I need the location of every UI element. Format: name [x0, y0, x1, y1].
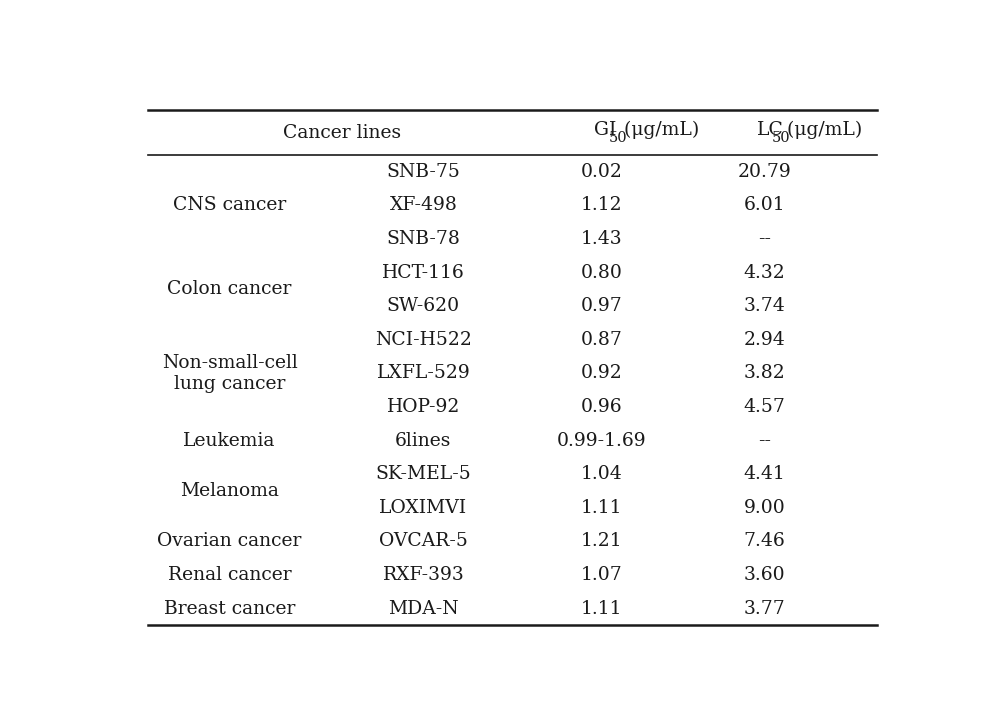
Text: 6lines: 6lines	[395, 431, 452, 450]
Text: (μg/mL): (μg/mL)	[618, 121, 699, 140]
Text: 0.97: 0.97	[581, 298, 622, 315]
Text: RXF-393: RXF-393	[382, 566, 464, 584]
Text: (μg/mL): (μg/mL)	[781, 121, 862, 140]
Text: 3.77: 3.77	[744, 600, 785, 617]
Text: LXFL-529: LXFL-529	[376, 365, 470, 382]
Text: --: --	[758, 230, 771, 248]
Text: 2.94: 2.94	[744, 331, 785, 349]
Text: 4.41: 4.41	[744, 465, 785, 483]
Text: 7.46: 7.46	[744, 533, 785, 550]
Text: LOXIMVI: LOXIMVI	[379, 499, 467, 517]
Text: Colon cancer: Colon cancer	[167, 281, 292, 298]
Text: 0.92: 0.92	[581, 365, 622, 382]
Text: Leukemia: Leukemia	[183, 431, 276, 450]
Text: 0.96: 0.96	[581, 398, 622, 416]
Text: Cancer lines: Cancer lines	[283, 124, 401, 142]
Text: Ovarian cancer: Ovarian cancer	[157, 533, 302, 550]
Text: 1.11: 1.11	[581, 600, 622, 617]
Text: 4.57: 4.57	[743, 398, 785, 416]
Text: SW-620: SW-620	[387, 298, 460, 315]
Text: 1.07: 1.07	[581, 566, 622, 584]
Text: SNB-78: SNB-78	[386, 230, 460, 248]
Text: 0.87: 0.87	[581, 331, 623, 349]
Text: --: --	[758, 431, 771, 450]
Text: LC: LC	[757, 121, 784, 140]
Text: Breast cancer: Breast cancer	[164, 600, 295, 617]
Text: 0.80: 0.80	[581, 263, 623, 282]
Text: 0.99-1.69: 0.99-1.69	[557, 431, 646, 450]
Text: NCI-H522: NCI-H522	[375, 331, 472, 349]
Text: SNB-75: SNB-75	[386, 163, 460, 181]
Text: 6.01: 6.01	[744, 197, 785, 214]
Text: 4.32: 4.32	[744, 263, 785, 282]
Text: 3.60: 3.60	[744, 566, 785, 584]
Text: 50: 50	[609, 132, 627, 145]
Text: SK-MEL-5: SK-MEL-5	[376, 465, 471, 483]
Text: 20.79: 20.79	[738, 163, 791, 181]
Text: CNS cancer: CNS cancer	[173, 197, 286, 214]
Text: LC: LC	[757, 121, 784, 140]
Text: HCT-116: HCT-116	[382, 263, 465, 282]
Text: 1.04: 1.04	[581, 465, 622, 483]
Text: 3.74: 3.74	[744, 298, 785, 315]
Text: 3.82: 3.82	[744, 365, 785, 382]
Text: 1.43: 1.43	[581, 230, 622, 248]
Text: OVCAR-5: OVCAR-5	[379, 533, 468, 550]
Text: GI: GI	[594, 121, 616, 140]
Text: 1.11: 1.11	[581, 499, 622, 517]
Text: 1.21: 1.21	[581, 533, 622, 550]
Text: XF-498: XF-498	[389, 197, 457, 214]
Text: 9.00: 9.00	[744, 499, 785, 517]
Text: 0.02: 0.02	[581, 163, 623, 181]
Text: Non-small-cell
lung cancer: Non-small-cell lung cancer	[162, 354, 298, 393]
Text: MDA-N: MDA-N	[388, 600, 459, 617]
Text: GI: GI	[594, 121, 616, 140]
Text: 50: 50	[771, 132, 790, 145]
Text: HOP-92: HOP-92	[387, 398, 460, 416]
Text: 1.12: 1.12	[581, 197, 622, 214]
Text: Melanoma: Melanoma	[180, 482, 279, 500]
Text: Renal cancer: Renal cancer	[168, 566, 291, 584]
